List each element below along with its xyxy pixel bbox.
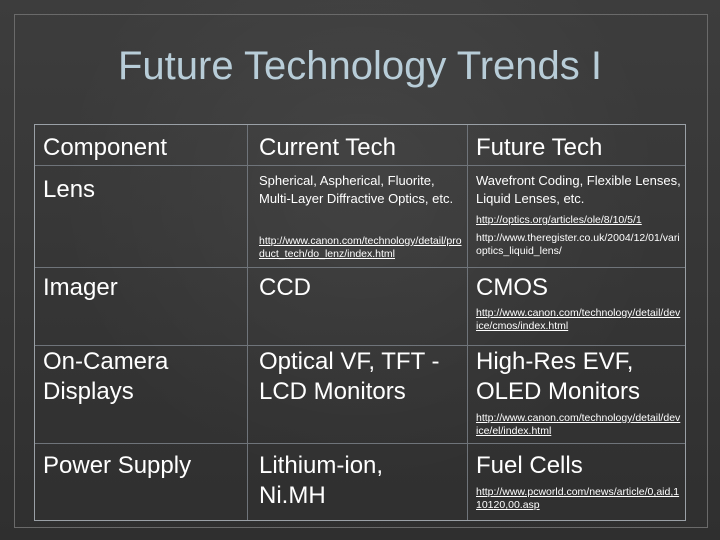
row-divider <box>35 345 685 346</box>
row-divider <box>35 443 685 444</box>
header-component: Component <box>43 134 168 161</box>
row-displays-future-link[interactable]: http://www.canon.com/technology/detail/d… <box>476 412 681 437</box>
row-lens-current-link[interactable]: http://www.canon.com/technology/detail/p… <box>259 235 462 260</box>
row-lens-future-link-2: http://www.theregister.co.uk/2004/12/01/… <box>476 232 680 257</box>
slide-title: Future Technology Trends I <box>118 44 602 88</box>
slide-border <box>14 14 708 528</box>
technology-table: Component Current Tech Future Tech Lens … <box>34 124 686 521</box>
row-lens-future-link-1[interactable]: http://optics.org/articles/ole/8/10/5/1 <box>476 214 642 226</box>
row-imager-component: Imager <box>43 274 118 301</box>
row-imager-current: CCD <box>259 274 311 301</box>
row-power-current: Lithium-ion, Ni.MH <box>259 452 384 509</box>
row-imager-future-link[interactable]: http://www.canon.com/technology/detail/d… <box>476 307 681 332</box>
row-divider <box>35 165 685 166</box>
row-lens-current: Spherical, Aspherical, Fluorite, Multi-L… <box>259 173 454 206</box>
row-lens-future: Wavefront Coding, Flexible Lenses, Liqui… <box>476 173 681 206</box>
column-divider <box>467 125 468 520</box>
row-displays-component: On-Camera Displays <box>43 348 169 405</box>
header-current-tech: Current Tech <box>259 134 396 161</box>
row-power-component: Power Supply <box>43 452 192 479</box>
header-future-tech: Future Tech <box>476 134 603 161</box>
row-power-future: Fuel Cells <box>476 452 583 479</box>
column-divider <box>247 125 248 520</box>
row-divider <box>35 267 685 268</box>
row-displays-future: High-Res EVF, OLED Monitors <box>476 348 641 405</box>
row-power-future-link[interactable]: http://www.pcworld.com/news/article/0,ai… <box>476 486 680 511</box>
row-imager-future: CMOS <box>476 274 548 301</box>
row-lens-component: Lens <box>43 176 96 203</box>
row-displays-current: Optical VF, TFT -LCD Monitors <box>259 348 440 405</box>
